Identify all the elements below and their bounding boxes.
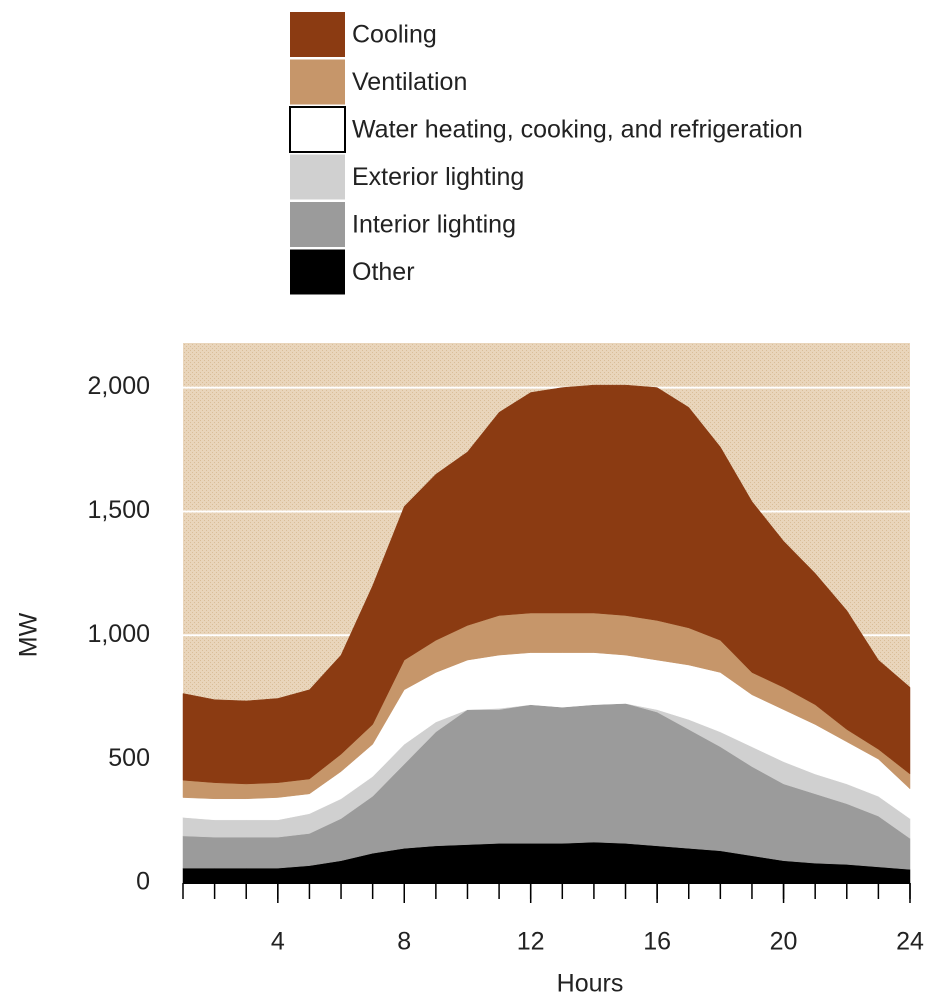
y-tick-label: 1,500 bbox=[87, 496, 150, 524]
legend-swatch bbox=[290, 249, 345, 295]
area bbox=[182, 384, 911, 785]
y-tick-label: 0 bbox=[136, 868, 150, 896]
x-tick-label: 12 bbox=[517, 928, 545, 956]
legend-label: Interior lighting bbox=[352, 211, 516, 239]
legend-label: Water heating, cooking, and refrigeratio… bbox=[352, 116, 803, 144]
legend-label: Cooling bbox=[352, 21, 437, 49]
x-tick-label: 8 bbox=[397, 928, 411, 956]
y-axis-label: MW bbox=[15, 612, 43, 657]
y-tick-label: 1,000 bbox=[87, 620, 150, 648]
legend-swatch bbox=[290, 12, 345, 57]
legend-label: Other bbox=[352, 258, 415, 286]
legend-swatch bbox=[290, 202, 345, 247]
y-tick-label: 500 bbox=[108, 744, 150, 772]
x-axis-label: Hours bbox=[557, 970, 624, 998]
legend-label: Ventilation bbox=[352, 68, 467, 96]
x-tick-label: 16 bbox=[643, 928, 671, 956]
legend-swatch bbox=[290, 59, 345, 105]
legend-swatch bbox=[290, 154, 345, 200]
x-tick-label: 20 bbox=[770, 928, 798, 956]
legend-swatch bbox=[289, 106, 346, 153]
legend-label: Exterior lighting bbox=[352, 163, 524, 191]
x-tick-label: 24 bbox=[896, 928, 924, 956]
x-tick-label: 4 bbox=[271, 928, 285, 956]
y-tick-label: 2,000 bbox=[87, 372, 150, 400]
